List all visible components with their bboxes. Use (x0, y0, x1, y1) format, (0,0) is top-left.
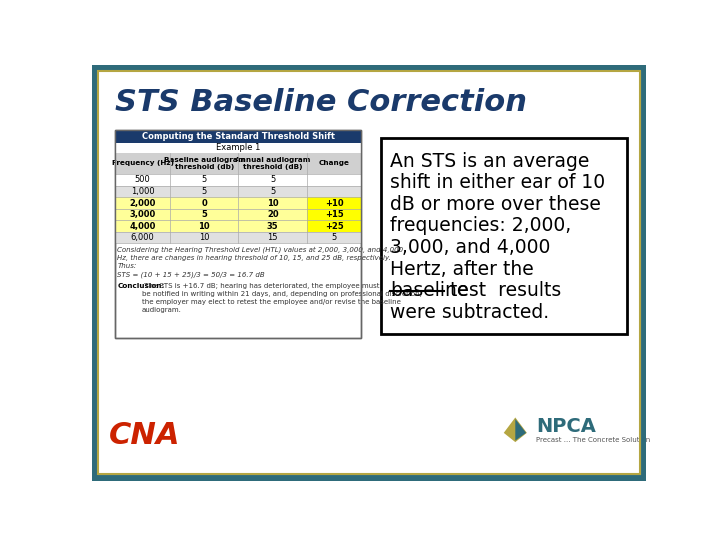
Text: Example 1: Example 1 (216, 143, 261, 152)
Text: 5: 5 (202, 176, 207, 185)
Text: 6,000: 6,000 (131, 233, 155, 242)
Text: dB or more over these: dB or more over these (390, 195, 600, 214)
Text: NPCA: NPCA (536, 417, 596, 436)
Text: 10: 10 (199, 221, 210, 231)
Text: Change: Change (319, 160, 350, 166)
Text: 3,000: 3,000 (130, 210, 156, 219)
Text: Precast ... The Concrete Solution: Precast ... The Concrete Solution (536, 437, 650, 443)
Text: shift in either ear of 10: shift in either ear of 10 (390, 173, 605, 192)
Bar (381, 138, 627, 334)
Bar (115, 130, 361, 143)
Text: Frequency (Hz): Frequency (Hz) (112, 160, 174, 166)
Text: 20: 20 (267, 210, 279, 219)
Bar (115, 220, 361, 232)
Bar (115, 174, 361, 186)
Text: 3,000, and 4,000: 3,000, and 4,000 (390, 238, 550, 257)
Text: An STS is an average: An STS is an average (390, 152, 589, 171)
Text: Baseline audiogram
threshold (db): Baseline audiogram threshold (db) (163, 157, 245, 170)
Text: 10: 10 (267, 199, 279, 207)
Text: 4,000: 4,000 (130, 221, 156, 231)
Polygon shape (504, 417, 527, 442)
Text: +10: +10 (325, 199, 343, 207)
Text: 15: 15 (268, 233, 278, 242)
Text: were subtracted.: were subtracted. (390, 303, 549, 322)
Text: The STS is +16.7 dB; hearing has deteriorated, the employee must
be notified in : The STS is +16.7 dB; hearing has deterio… (142, 284, 422, 314)
Text: Conclusion:: Conclusion: (117, 284, 165, 289)
Text: 2,000: 2,000 (130, 199, 156, 207)
Bar (307, 220, 361, 232)
Text: 5: 5 (202, 210, 207, 219)
Text: 0: 0 (202, 199, 207, 207)
Text: 1,000: 1,000 (131, 187, 154, 196)
Bar (115, 130, 361, 338)
Text: 5: 5 (270, 187, 275, 196)
Bar (115, 209, 361, 220)
Bar (307, 209, 361, 220)
Polygon shape (516, 419, 526, 441)
Text: STS Baseline Correction: STS Baseline Correction (115, 88, 527, 117)
Text: 5: 5 (270, 176, 275, 185)
Text: Hertz, after the: Hertz, after the (390, 260, 534, 279)
Text: CNA: CNA (109, 421, 180, 450)
Bar (115, 130, 361, 338)
Text: +15: +15 (325, 210, 343, 219)
Text: frequencies: 2,000,: frequencies: 2,000, (390, 217, 571, 235)
Text: Considering the Hearing Threshold Level (HTL) values at 2,000, 3,000, and 4,000
: Considering the Hearing Threshold Level … (117, 247, 403, 278)
Text: Annual audiogram
threshold (dB): Annual audiogram threshold (dB) (235, 157, 310, 170)
Text: 5: 5 (202, 187, 207, 196)
Bar (115, 197, 361, 209)
Text: +25: +25 (325, 221, 343, 231)
Text: test  results: test results (444, 281, 561, 300)
Text: 5: 5 (332, 233, 337, 242)
Bar (115, 232, 361, 244)
Text: Computing the Standard Threshold Shift: Computing the Standard Threshold Shift (142, 132, 335, 141)
Text: 10: 10 (199, 233, 210, 242)
Text: 500: 500 (135, 176, 150, 185)
Bar (115, 153, 361, 174)
Bar (115, 143, 361, 153)
Text: baseline: baseline (390, 281, 468, 300)
Text: 35: 35 (267, 221, 279, 231)
Bar (115, 186, 361, 197)
Bar (307, 197, 361, 209)
